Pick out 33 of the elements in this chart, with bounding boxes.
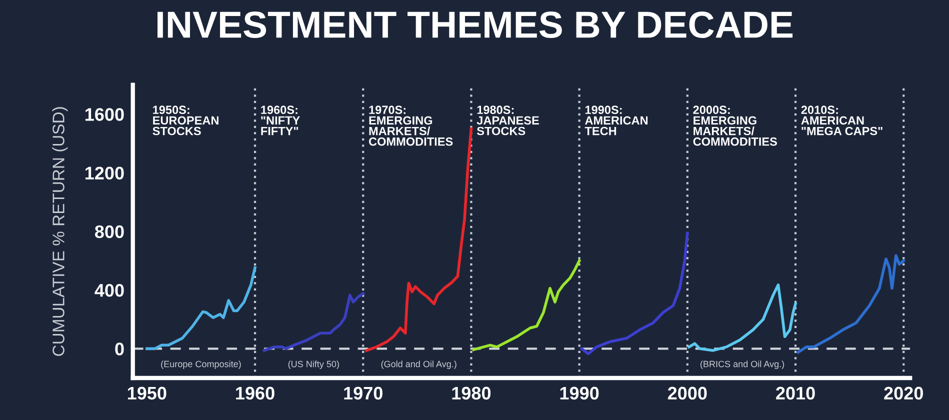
line-series [146,266,256,350]
line-series [365,127,473,352]
annotation: 1990S: AMERICAN TECH [584,106,648,136]
y-tick-label: 1200 [86,166,124,180]
chart-title: INVESTMENT THEMES BY DECADE [158,11,793,38]
series-label: (BRICS and Oil Avg.) [700,360,784,370]
y-tick-label: 400 [94,284,124,297]
annotation: 1950S: EUROPEAN STOCKS [152,106,218,136]
series-label: (US Nifty 50) [288,360,339,370]
annotation: 1980S: JAPANESE STOCKS [476,106,539,136]
series-label: (Europe Composite) [161,360,241,370]
annotation: 2000S: EMERGING MARKETS/ COMMODITIES [693,106,777,146]
annotation: 1960S: "NIFTY FIFTY" [261,106,300,136]
x-tick-label: 1990 [560,386,599,400]
line-series [796,254,905,354]
y-tick-label: 800 [94,225,124,238]
x-tick-label: 1950 [128,386,166,400]
y-tick-label: 1600 [86,108,124,121]
x-tick-label: 2000 [668,386,707,400]
line-series [262,292,364,352]
y-axis-title: CUMULATIVE % RETURN (USD) [52,107,68,356]
line-series [580,232,689,356]
x-tick-label: 2010 [776,386,815,400]
x-tick-label: 1960 [236,386,274,400]
y-tick-label: 0 [115,342,124,356]
x-tick-label: 2020 [884,386,923,400]
annotation: 1970S: EMERGING MARKETS/ COMMODITIES [369,106,453,146]
series-label: (Gold and Oil Avg.) [381,360,456,370]
annotation: 2010S: AMERICAN "MEGA CAPS" [801,106,882,136]
line-series [472,259,581,352]
x-tick-label: 1970 [344,386,382,400]
line-series [688,284,797,352]
x-tick-label: 1980 [452,386,491,400]
